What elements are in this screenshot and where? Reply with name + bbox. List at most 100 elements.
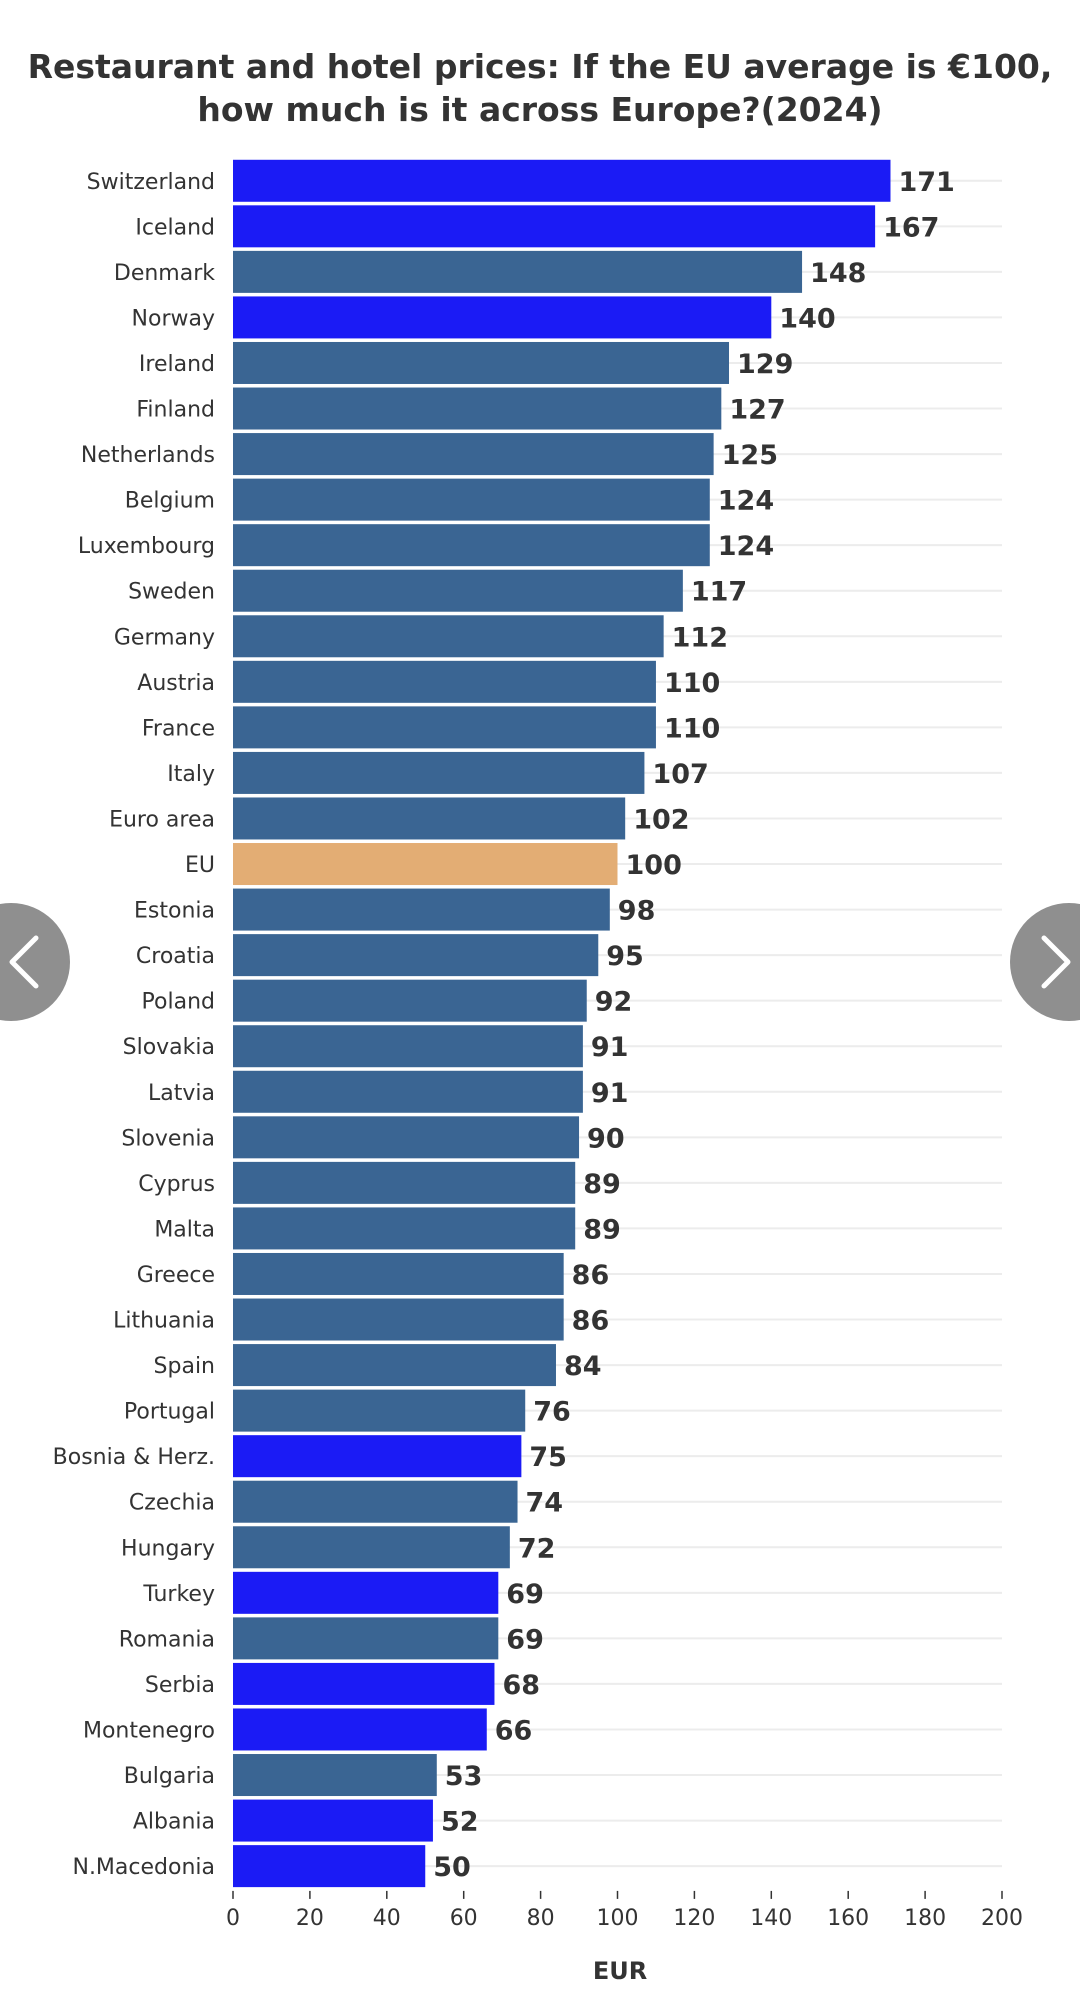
bar-switzerland — [233, 159, 891, 202]
bar-turkey — [233, 1571, 499, 1614]
bar-portugal — [233, 1389, 526, 1432]
bar-austria — [233, 660, 656, 703]
bar-ireland — [233, 341, 730, 384]
category-label: Lithuania — [113, 1309, 215, 1334]
value-label: 50 — [433, 1852, 471, 1883]
bar-luxembourg — [233, 524, 710, 567]
x-tick-label: 0 — [226, 1906, 240, 1931]
value-label: 107 — [652, 759, 708, 790]
value-label: 140 — [779, 303, 835, 334]
value-label: 74 — [526, 1488, 564, 1519]
bar-malta — [233, 1207, 576, 1250]
value-label: 117 — [691, 577, 747, 608]
category-label: Montenegro — [83, 1718, 215, 1743]
category-label: Slovenia — [121, 1126, 215, 1151]
chart-title: Restaurant and hotel prices: If the EU a… — [0, 45, 1080, 131]
chevron-left-icon — [9, 935, 39, 989]
category-label: Bulgaria — [124, 1764, 215, 1789]
bar-slovakia — [233, 1025, 583, 1068]
bar-denmark — [233, 250, 803, 293]
bar-cyprus — [233, 1161, 576, 1204]
category-label: Albania — [133, 1810, 215, 1835]
value-label: 95 — [606, 941, 644, 972]
x-axis: 0 20 40 60 80 100 120 140 160 180 200 — [226, 1890, 1023, 1931]
bar-belgium — [233, 478, 710, 521]
category-label: Czechia — [129, 1491, 215, 1516]
category-label: Switzerland — [87, 170, 215, 195]
x-tick-label: 120 — [673, 1906, 715, 1931]
chevron-right-icon — [1041, 935, 1071, 989]
bar-albania — [233, 1799, 433, 1842]
category-label: Belgium — [125, 489, 215, 514]
category-label: Portugal — [124, 1400, 215, 1425]
category-label: Malta — [154, 1217, 215, 1242]
bar-slovenia — [233, 1116, 580, 1159]
value-label: 76 — [533, 1397, 571, 1428]
category-label: Euro area — [109, 807, 215, 832]
value-label: 98 — [618, 896, 656, 927]
category-label: Germany — [114, 625, 215, 650]
value-label: 69 — [506, 1624, 544, 1655]
category-label: Finland — [136, 398, 215, 423]
category-label: EU — [185, 853, 215, 878]
category-label: Iceland — [135, 215, 215, 240]
value-label: 167 — [883, 212, 939, 243]
previous-button[interactable] — [0, 903, 70, 1021]
value-label: 171 — [898, 167, 954, 198]
bar-czechia — [233, 1480, 518, 1523]
bar-sweden — [233, 569, 683, 612]
category-label: Croatia — [136, 944, 215, 969]
category-label: Slovakia — [123, 1035, 215, 1060]
bar-greece — [233, 1252, 564, 1295]
value-label: 148 — [810, 258, 866, 289]
bar-germany — [233, 615, 664, 658]
value-label: 110 — [664, 668, 720, 699]
bar-eu — [233, 843, 618, 886]
category-label: Denmark — [114, 261, 215, 286]
x-tick-label: 80 — [527, 1906, 555, 1931]
bar-montenegro — [233, 1708, 487, 1751]
value-label: 69 — [506, 1579, 544, 1610]
category-label: Romania — [119, 1627, 215, 1652]
bar-bulgaria — [233, 1754, 437, 1797]
value-label: 102 — [633, 804, 689, 835]
bar-norway — [233, 296, 772, 339]
category-label: Netherlands — [81, 443, 215, 468]
x-axis-title: EUR — [593, 1957, 647, 1985]
x-tick-label: 180 — [904, 1906, 946, 1931]
value-label: 100 — [626, 850, 682, 881]
bar-lithuania — [233, 1298, 564, 1341]
value-label: 53 — [445, 1761, 483, 1792]
category-label: Hungary — [121, 1536, 215, 1561]
bar-n-macedonia — [233, 1845, 426, 1888]
bar-croatia — [233, 934, 599, 977]
value-label: 68 — [502, 1670, 540, 1701]
bar-euro-area — [233, 797, 626, 840]
value-label: 125 — [722, 440, 778, 471]
value-label: 112 — [672, 622, 728, 653]
x-tick-label: 140 — [750, 1906, 792, 1931]
bar-spain — [233, 1344, 556, 1387]
category-label: Cyprus — [138, 1172, 215, 1197]
category-label: Turkey — [142, 1582, 215, 1607]
bar-romania — [233, 1617, 499, 1660]
value-label: 124 — [718, 486, 774, 517]
bar-finland — [233, 387, 722, 430]
category-label: Norway — [132, 306, 215, 331]
category-label: Sweden — [128, 580, 215, 605]
x-tick-label: 40 — [373, 1906, 401, 1931]
bar-netherlands — [233, 433, 714, 476]
bars: Switzerland 171 Iceland 167 Denmark 148 Norway… — [53, 159, 955, 1888]
next-button[interactable] — [1010, 903, 1080, 1021]
category-label: Poland — [142, 990, 215, 1015]
category-label: Luxembourg — [78, 534, 215, 559]
x-tick-label: 20 — [296, 1906, 324, 1931]
x-tick-label: 100 — [597, 1906, 639, 1931]
value-label: 84 — [564, 1351, 602, 1382]
bar-poland — [233, 979, 587, 1022]
x-tick-label: 160 — [827, 1906, 869, 1931]
value-label: 91 — [591, 1078, 629, 1109]
category-label: Austria — [137, 671, 215, 696]
value-label: 89 — [583, 1214, 621, 1245]
